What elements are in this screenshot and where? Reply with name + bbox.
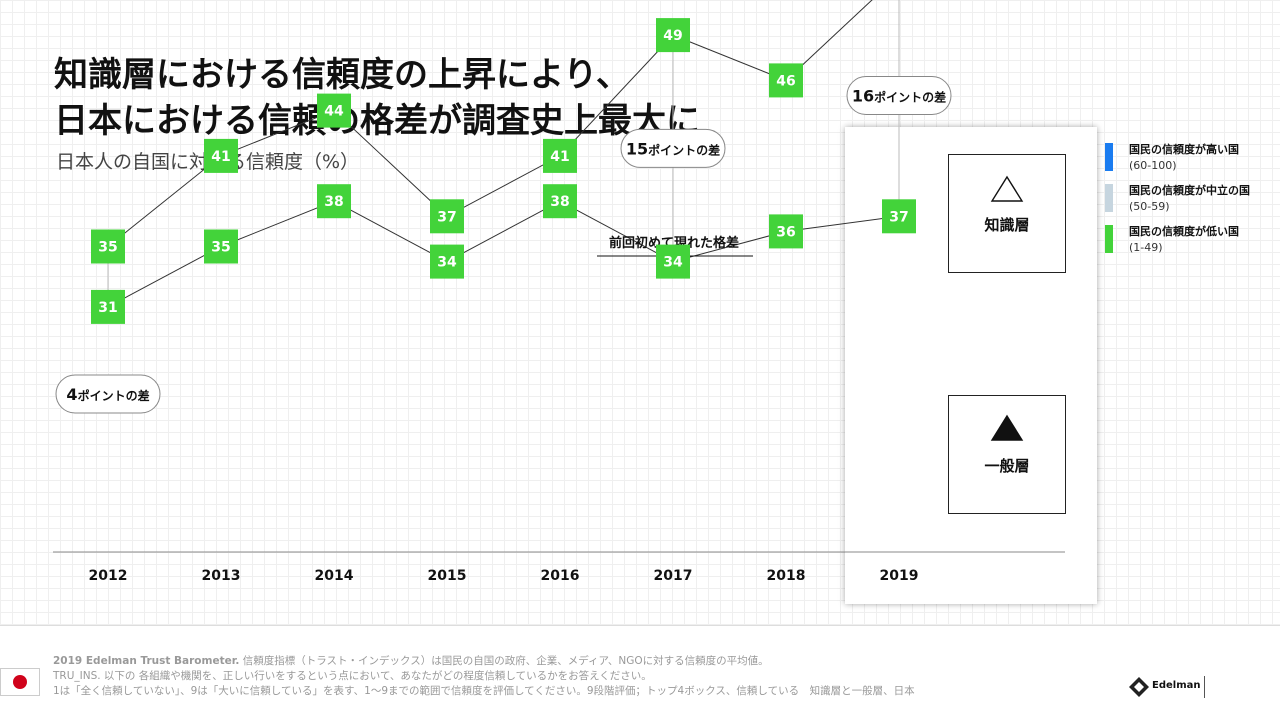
gap-label: 16ポイントの差: [852, 87, 946, 106]
footnote-line-3: 1は「全く信頼していない」、9は「大いに信頼している」を表す、1〜9までの範囲で…: [53, 685, 915, 697]
series-line-1: [107, 200, 900, 308]
gap-pill: [846, 76, 952, 115]
hollow-triangle-icon: [990, 175, 1024, 202]
gap-text: ポイントの差: [874, 90, 946, 105]
data-marker: [430, 244, 464, 279]
data-label: 34: [437, 255, 457, 271]
data-marker: [543, 138, 577, 173]
data-marker: [204, 138, 238, 173]
title-line-1: 知識層における信頼度の上昇により、: [54, 55, 630, 95]
data-marker: [317, 93, 351, 128]
data-marker: [317, 184, 351, 219]
data-marker: [430, 199, 464, 234]
x-tick-label: 2019: [880, 568, 919, 584]
data-label: 41: [550, 149, 569, 165]
legend-item-neutral: 国民の信頼度が中立の国 (50-59): [1105, 183, 1275, 215]
edelman-mark-icon: [1129, 677, 1149, 697]
gap-pill: [620, 128, 726, 168]
data-marker: [656, 18, 690, 53]
footer: 2019 Edelman Trust Barometer. 信頼度指標（トラスト…: [0, 625, 1280, 721]
japan-flag-icon: [0, 668, 40, 696]
x-tick-label: 2012: [89, 568, 128, 584]
legend-label-neutral: 国民の信頼度が中立の国: [1129, 184, 1250, 197]
gap-number: 16: [852, 87, 874, 106]
data-marker: [91, 229, 125, 264]
data-label: 38: [324, 194, 343, 210]
data-marker: [882, 199, 916, 234]
data-label: 34: [663, 255, 683, 271]
x-tick-label: 2018: [767, 568, 806, 584]
gap-text: ポイントの差: [648, 142, 720, 157]
gap-number: 15: [626, 139, 648, 158]
data-label: 37: [437, 209, 456, 225]
footnote-source-rest: 信頼度指標（トラスト・インデックス）は国民の自国の政府、企業、メディア、NGOに…: [239, 655, 769, 667]
footnote-line-1: 2019 Edelman Trust Barometer. 信頼度指標（トラスト…: [53, 654, 915, 669]
gap-pill: [55, 374, 161, 414]
gap-label: 4ポイントの差: [66, 385, 149, 404]
legend-range-neutral: (50-59): [1129, 200, 1170, 213]
x-tick-label: 2016: [541, 568, 580, 584]
footnote-source: 2019 Edelman Trust Barometer.: [53, 655, 240, 667]
legend: 国民の信頼度が高い国 (60-100) 国民の信頼度が中立の国 (50-59) …: [1105, 142, 1275, 265]
data-label: 38: [550, 194, 569, 210]
legend-range-high: (60-100): [1129, 159, 1177, 172]
data-label: 41: [211, 149, 230, 165]
legend-item-high: 国民の信頼度が高い国 (60-100): [1105, 142, 1275, 174]
x-tick-label: 2015: [428, 568, 467, 584]
data-label: 35: [98, 240, 117, 256]
data-marker: [656, 244, 690, 279]
legend-label-low: 国民の信頼度が低い国: [1129, 225, 1239, 238]
edelman-logo: Edelman: [1128, 676, 1218, 700]
informed-public-label: 知識層: [984, 216, 1030, 234]
legend-range-low: (1-49): [1129, 241, 1163, 254]
gap-label: 15ポイントの差: [626, 139, 720, 158]
general-population-box: 一般層: [948, 395, 1066, 514]
informed-public-box: 知識層: [948, 154, 1066, 273]
data-marker: [769, 214, 803, 249]
data-label: 46: [776, 73, 795, 89]
x-tick-label: 2017: [654, 568, 693, 584]
brand-name: Edelman: [1152, 680, 1201, 691]
data-marker: [543, 184, 577, 219]
general-population-label: 一般層: [984, 457, 1030, 475]
legend-swatch-low: [1105, 225, 1113, 253]
filled-triangle-icon: [990, 414, 1024, 441]
gap-number: 4: [66, 385, 77, 404]
note-text: 前回初めて現れた格差: [609, 235, 739, 251]
data-label: 37: [889, 209, 908, 225]
data-label: 35: [211, 240, 230, 256]
data-marker: [204, 229, 238, 264]
footnotes: 2019 Edelman Trust Barometer. 信頼度指標（トラスト…: [53, 654, 915, 699]
data-label: 49: [663, 28, 682, 44]
data-marker: [91, 289, 125, 324]
data-label: 36: [776, 224, 795, 240]
data-label: 44: [324, 104, 344, 120]
gap-text: ポイントの差: [78, 388, 150, 403]
data-label: 31: [98, 300, 117, 316]
legend-item-low: 国民の信頼度が低い国 (1-49): [1105, 224, 1275, 256]
legend-label-high: 国民の信頼度が高い国: [1129, 143, 1239, 156]
legend-swatch-neutral: [1105, 184, 1113, 212]
data-marker: [769, 63, 803, 98]
legend-swatch-high: [1105, 143, 1113, 171]
footnote-line-2: TRU_INS. 以下の 各組織や機関を、正しい行いをするという点において、あな…: [53, 670, 652, 682]
series-line-0: [107, 0, 873, 247]
brand-divider: [1204, 676, 1205, 698]
x-tick-label: 2013: [202, 568, 241, 584]
x-tick-label: 2014: [315, 568, 354, 584]
